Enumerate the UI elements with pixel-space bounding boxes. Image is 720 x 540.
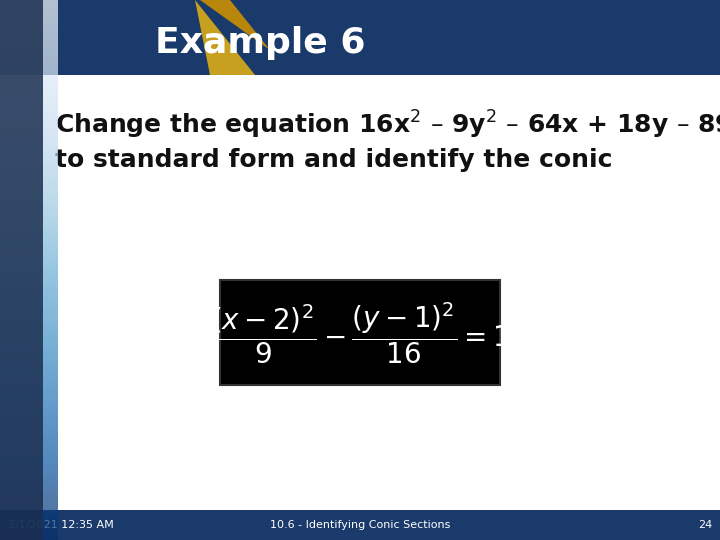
Polygon shape [195, 0, 255, 75]
Text: 3/1/2021 12:35 AM: 3/1/2021 12:35 AM [8, 520, 114, 530]
Text: 24: 24 [698, 520, 712, 530]
Text: Change the equation 16$\mathbf{x}^2$ – 9$\mathbf{y}^2$ – 64$\mathbf{x}$ + 18$\ma: Change the equation 16$\mathbf{x}^2$ – 9… [55, 109, 720, 141]
Text: to standard form and identify the conic: to standard form and identify the conic [55, 148, 613, 172]
Text: Example 6: Example 6 [155, 26, 366, 60]
Polygon shape [200, 0, 270, 50]
FancyBboxPatch shape [0, 0, 720, 75]
FancyBboxPatch shape [0, 510, 720, 540]
Text: $\dfrac{(x-2)^2}{9} - \dfrac{(y-1)^2}{16} = 1$: $\dfrac{(x-2)^2}{9} - \dfrac{(y-1)^2}{16… [211, 300, 509, 366]
FancyBboxPatch shape [220, 280, 500, 385]
Text: 10.6 - Identifying Conic Sections: 10.6 - Identifying Conic Sections [270, 520, 450, 530]
